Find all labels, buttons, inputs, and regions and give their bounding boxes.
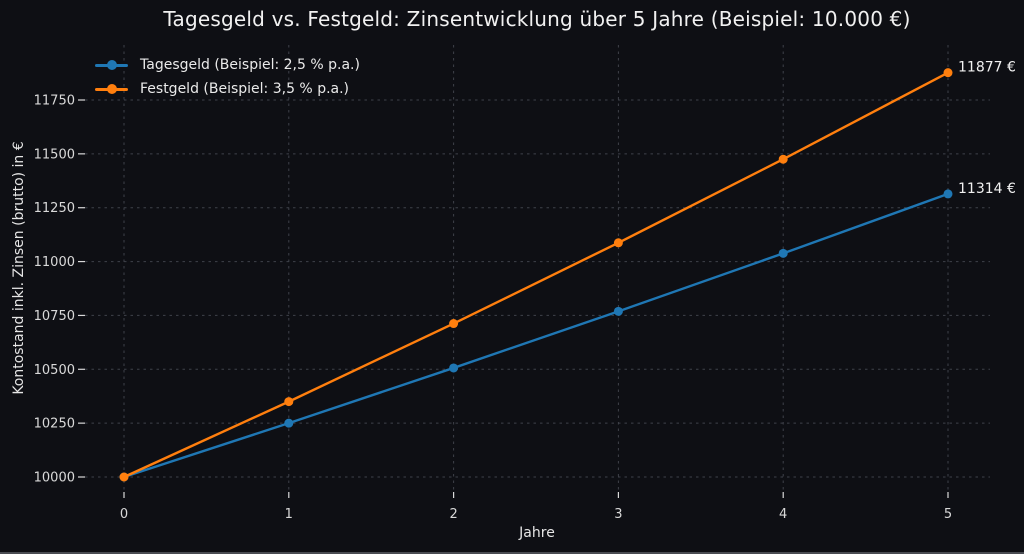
y-tick-label: 10000 — [34, 471, 75, 486]
y-axis-label: Kontostand inkl. Zinsen (brutto) in € — [11, 141, 27, 395]
x-axis-label: Jahre — [519, 525, 555, 541]
data-point — [284, 397, 294, 407]
y-tick-label: 10500 — [34, 363, 75, 378]
legend-marker-tagesgeld — [95, 60, 128, 70]
y-tick-label: 11500 — [34, 147, 75, 162]
chart-title: Tagesgeld vs. Festgeld: Zinsentwicklung … — [163, 7, 911, 31]
x-tick-label: 3 — [614, 507, 622, 522]
annotation-end-value-1: 11877 € — [958, 60, 1016, 76]
data-point — [943, 189, 953, 199]
dot-marker-icon — [106, 84, 117, 94]
x-tick-label: 1 — [285, 507, 293, 522]
dot-marker-icon — [106, 60, 117, 70]
y-tick-label: 11250 — [34, 201, 75, 216]
y-tick-label: 11750 — [34, 94, 75, 109]
data-point — [943, 68, 953, 78]
y-tick-label: 11000 — [34, 255, 75, 270]
x-tick-label: 4 — [779, 507, 787, 522]
series-line-0 — [122, 192, 950, 479]
data-point — [284, 418, 294, 428]
legend-label-festgeld: Festgeld (Beispiel: 3,5 % p.a.) — [140, 81, 350, 97]
x-tick-label: 0 — [120, 507, 128, 522]
x-tick-label: 2 — [449, 507, 457, 522]
legend-marker-festgeld — [95, 84, 128, 94]
legend: Tagesgeld (Beispiel: 2,5 % p.a.) Festgel… — [95, 53, 360, 101]
data-point — [449, 363, 459, 373]
data-point — [449, 319, 459, 329]
y-tick-label: 10250 — [34, 417, 75, 432]
data-point — [778, 154, 788, 164]
legend-item-festgeld: Festgeld (Beispiel: 3,5 % p.a.) — [95, 77, 360, 101]
y-tick-label: 10750 — [34, 309, 75, 324]
annotation-end-value-0: 11314 € — [958, 181, 1016, 197]
data-point — [778, 248, 788, 258]
series-line-1 — [122, 71, 950, 479]
x-tick-label: 5 — [944, 507, 952, 522]
data-point — [613, 238, 623, 248]
legend-item-tagesgeld: Tagesgeld (Beispiel: 2,5 % p.a.) — [95, 53, 360, 77]
legend-label-tagesgeld: Tagesgeld (Beispiel: 2,5 % p.a.) — [140, 57, 360, 73]
data-point — [613, 306, 623, 316]
data-point — [119, 472, 129, 482]
